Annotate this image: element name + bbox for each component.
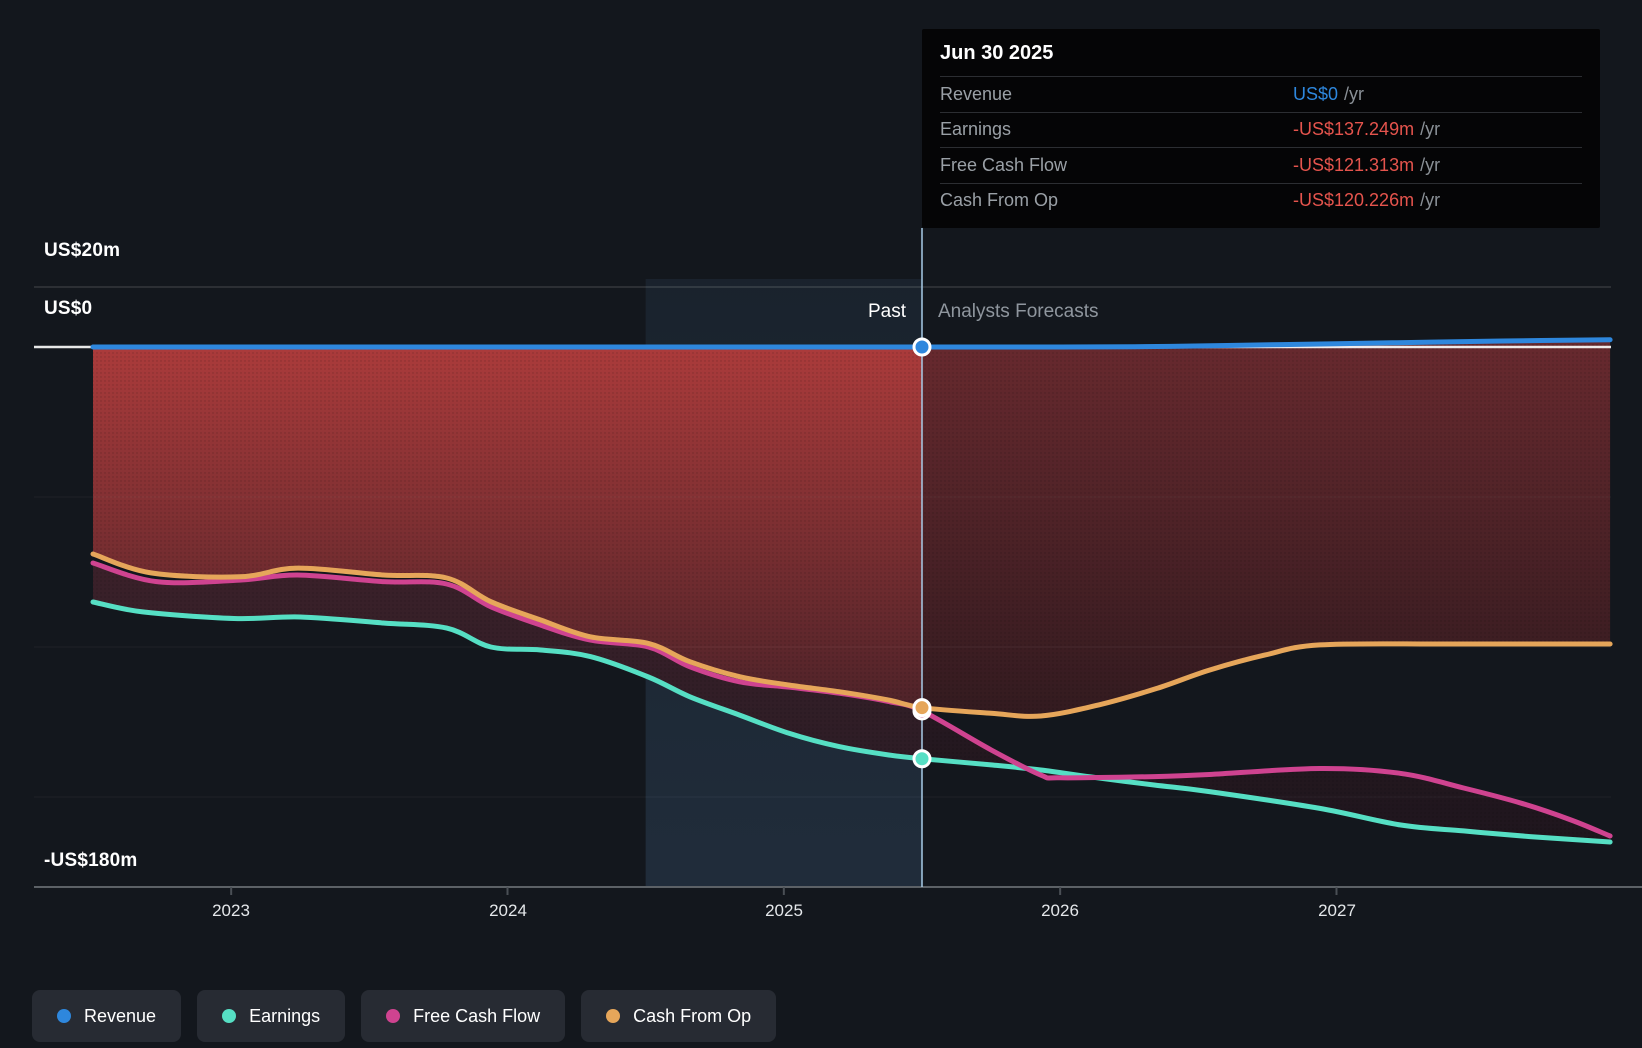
x-tick-label-2026: 2026 xyxy=(1041,901,1079,920)
cash-from-op-dot-icon xyxy=(606,1009,621,1023)
tooltip-value: -US$121.313m xyxy=(1293,154,1415,175)
legend-label: Cash From Op xyxy=(633,1005,752,1026)
tooltip-label: Cash From Op xyxy=(940,190,1059,211)
x-tick-label-2024: 2024 xyxy=(489,901,527,920)
legend-label: Earnings xyxy=(249,1005,321,1026)
tooltip-label: Revenue xyxy=(940,83,1013,104)
revenue-dot-icon xyxy=(57,1009,71,1023)
tooltip-row-earnings: Earnings -US$137.249m /yr xyxy=(940,111,1582,148)
tooltip-row-free-cash-flow: Free Cash Flow -US$121.313m /yr xyxy=(940,147,1582,183)
tooltip: Jun 30 2025 Revenue US$0 /yr Earnings -U… xyxy=(922,29,1600,228)
x-tick-label-2025: 2025 xyxy=(765,901,803,920)
legend-item-revenue[interactable]: Revenue xyxy=(32,990,182,1042)
x-tick-label-2023: 2023 xyxy=(212,901,250,920)
earnings-dot-icon xyxy=(222,1009,237,1023)
legend-item-earnings[interactable]: Earnings xyxy=(197,990,346,1042)
tooltip-unit: /yr xyxy=(1420,190,1441,211)
tooltip-row-revenue: Revenue US$0 /yr xyxy=(940,76,1582,112)
tooltip-unit: /yr xyxy=(1420,119,1441,140)
legend-label: Free Cash Flow xyxy=(413,1005,541,1026)
tooltip-unit: /yr xyxy=(1344,83,1365,104)
forecast-region-label: Analysts Forecasts xyxy=(938,301,1099,322)
y-axis-label-top: US$20m xyxy=(44,240,121,261)
legend-label: Revenue xyxy=(84,1005,157,1026)
tooltip-value: -US$137.249m xyxy=(1293,119,1415,140)
tooltip-value: US$0 xyxy=(1293,83,1339,104)
x-tick-label-2027: 2027 xyxy=(1318,901,1356,920)
y-axis-label-bottom: -US$180m xyxy=(44,850,138,871)
tooltip-value: -US$120.226m xyxy=(1293,190,1415,211)
tooltip-row-cash-from-op: Cash From Op -US$120.226m /yr xyxy=(940,182,1582,219)
tooltip-label: Earnings xyxy=(940,119,1012,140)
legend-item-cash-from-op[interactable]: Cash From Op xyxy=(581,990,777,1042)
tooltip-date: Jun 30 2025 xyxy=(940,42,1054,64)
past-region-label: Past xyxy=(867,301,906,322)
legend: Revenue Earnings Free Cash Flow Cash Fro… xyxy=(32,990,777,1042)
y-axis-label-zero: US$0 xyxy=(44,298,93,319)
tooltip-label: Free Cash Flow xyxy=(940,154,1068,175)
free-cash-flow-dot-icon xyxy=(386,1009,401,1023)
legend-item-free-cash-flow[interactable]: Free Cash Flow xyxy=(361,990,566,1042)
tooltip-unit: /yr xyxy=(1420,154,1441,175)
